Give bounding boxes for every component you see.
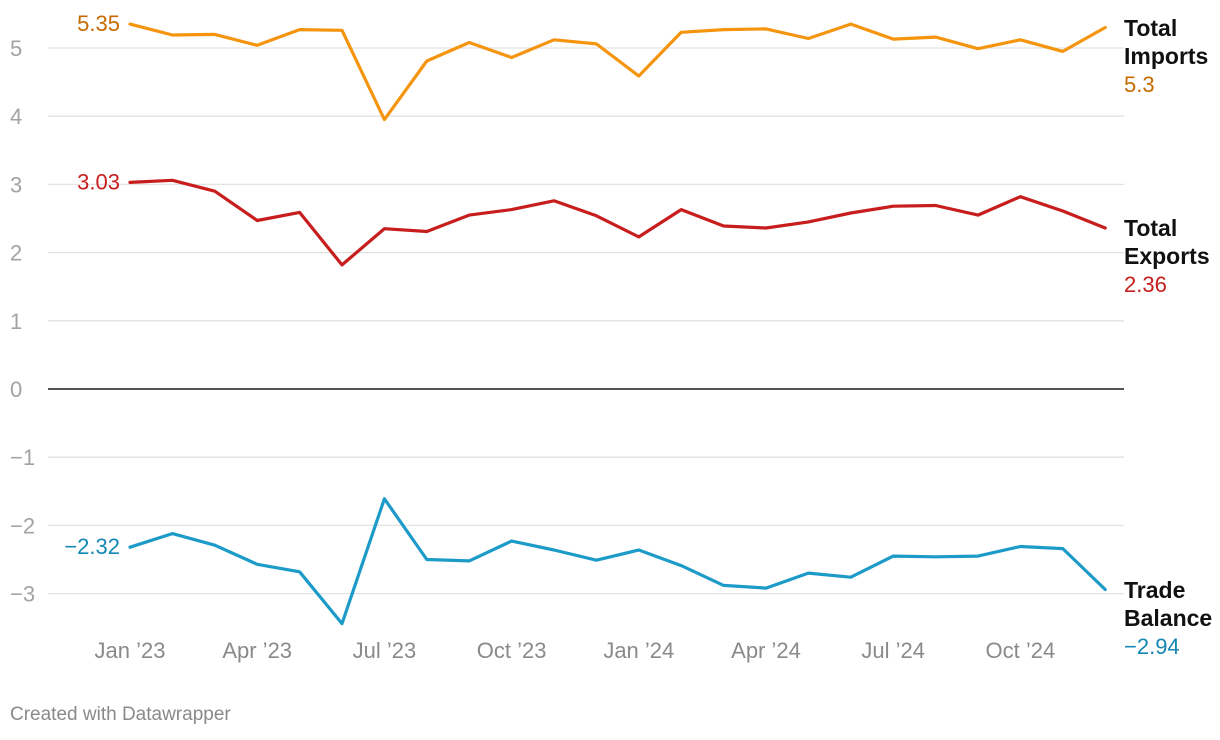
start-value-label-imports: 5.35	[77, 11, 120, 36]
gridlines	[48, 47, 1124, 595]
series-name-exports-line1: Total	[1124, 215, 1177, 241]
y-tick-label: 4	[10, 104, 22, 129]
series-lines	[128, 22, 1107, 626]
y-tick-label: −1	[10, 445, 35, 470]
end-value-label-balance: −2.94	[1124, 634, 1180, 659]
x-tick-label: Jan ’23	[95, 638, 166, 663]
x-tick-label: Jan ’24	[603, 638, 674, 663]
series-name-imports-line2: Imports	[1124, 43, 1208, 69]
y-tick-label: 5	[10, 36, 22, 61]
start-value-label-balance: −2.32	[64, 534, 120, 559]
series-labels: 5.35 TotalImports5.33.03TotalExports2.36−…	[64, 11, 1212, 659]
series-line-imports	[128, 22, 1107, 122]
x-tick-label: Apr ’24	[731, 638, 801, 663]
end-value-label-exports: 2.36	[1124, 272, 1167, 297]
series-line-balance	[128, 497, 1107, 626]
series-name-balance-line1: Trade	[1124, 577, 1185, 603]
line-chart: 5 4 3 2 1 0 −1 −2 −3 Jan ’23 Apr ’23 Jul ’23 Oct ’2…	[10, 11, 1212, 663]
y-tick-label: 0	[10, 377, 22, 402]
chart-credit: Created with Datawrapper	[10, 704, 231, 725]
y-tick-label: 3	[10, 172, 22, 197]
y-tick-label: −2	[10, 513, 35, 538]
x-tick-label: Jul ’23	[353, 638, 417, 663]
x-tick-label: Oct ’24	[986, 638, 1056, 663]
series-name-exports-line2: Exports	[1124, 243, 1210, 269]
series-line-exports	[128, 178, 1107, 267]
x-axis-tick-labels: Jan ’23 Apr ’23 Jul ’23 Oct ’23 Jan ’24 Apr ’…	[95, 638, 1056, 663]
y-tick-label: −3	[10, 582, 35, 607]
start-value-label-exports: 3.03	[77, 169, 120, 194]
series-name-balance-line2: Balance	[1124, 605, 1212, 631]
x-tick-label: Apr ’23	[222, 638, 292, 663]
y-axis-tick-labels: 5 4 3 2 1 0 −1 −2 −3	[10, 36, 35, 607]
end-value-label-imports: 5.3	[1124, 72, 1155, 97]
y-tick-label: 1	[10, 309, 22, 334]
y-tick-label: 2	[10, 241, 22, 266]
series-name-imports-line1: Total	[1124, 15, 1177, 41]
x-tick-label: Jul ’24	[861, 638, 925, 663]
x-tick-label: Oct ’23	[477, 638, 547, 663]
